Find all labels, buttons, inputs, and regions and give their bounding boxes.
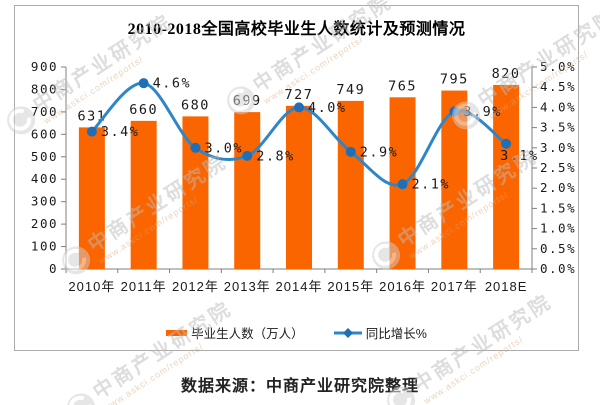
x-axis-category-label: 2014年 (276, 279, 323, 294)
growth-value-label: 3.9% (463, 104, 502, 120)
marker-2010年 (86, 126, 97, 137)
x-axis-category-label: 2016年 (379, 279, 426, 294)
legend-bar-swatch-icon (166, 329, 188, 336)
bar-2013年 (234, 112, 261, 269)
growth-value-label: 4.0% (308, 100, 347, 116)
right-axis-tick-label: 3.5% (540, 120, 576, 135)
bar-2018E (493, 84, 520, 269)
right-axis-tick-label: 0.0% (540, 261, 576, 276)
legend-item-graduates: 毕业生人数（万人） (166, 323, 304, 342)
bar-2015年 (337, 100, 364, 269)
bar-value-label: 660 (129, 102, 158, 118)
left-axis-tick-label: 600 (31, 126, 58, 141)
legend-diamond-icon (342, 327, 353, 338)
right-axis-tick-label: 4.5% (540, 79, 576, 94)
bar-value-label: 795 (440, 72, 469, 88)
left-axis-tick-label: 300 (31, 194, 58, 209)
growth-value-label: 2.1% (412, 177, 451, 193)
left-axis-tick-label: 500 (31, 149, 58, 164)
growth-value-label: 2.8% (256, 148, 295, 164)
source-caption: 数据来源：中商产业研究院整理 (180, 378, 419, 395)
marker-2013年 (242, 150, 253, 161)
legend-label-graduates: 毕业生人数（万人） (191, 327, 304, 341)
marker-2016年 (397, 179, 408, 190)
x-axis-category-label: 2010年 (68, 279, 115, 294)
x-axis-category-label: 2011年 (121, 279, 167, 294)
marker-2012年 (190, 142, 201, 153)
left-axis-tick-label: 200 (31, 216, 58, 231)
x-axis-category-label: 2018E (485, 279, 528, 294)
right-axis-tick-label: 0.5% (540, 241, 576, 256)
right-axis-tick-label: 3.0% (540, 140, 576, 155)
growth-value-label: 3.4% (101, 124, 140, 140)
x-axis-category-label: 2015年 (327, 279, 374, 294)
left-axis-tick-label: 800 (31, 81, 58, 96)
bar-value-label: 765 (388, 78, 417, 94)
marker-2018E (501, 138, 512, 149)
x-axis-category-label: 2012年 (172, 279, 219, 294)
legend: 毕业生人数（万人） 同比增长% (15, 323, 578, 342)
combo-chart: 900 800 700 600 500 400 300 200 100 0 5.0% 4.5% 4.0%… (31, 59, 576, 294)
marker-2011年 (138, 78, 149, 89)
bar-2010年 (78, 127, 105, 270)
bar-value-label: 631 (77, 108, 106, 124)
marker-2015年 (345, 146, 356, 157)
growth-value-label: 3.0% (204, 140, 243, 156)
right-axis-tick-label: 2.0% (540, 180, 576, 195)
right-axis-tick-label: 1.0% (540, 221, 576, 236)
right-axis-tick-label: 1.5% (540, 200, 576, 215)
bar-2011年 (130, 120, 157, 269)
bar-2014年 (286, 105, 312, 269)
chart-title: 2010-2018全国高校毕业生人数统计及预测情况 (127, 21, 466, 38)
bar-value-label: 820 (492, 66, 521, 82)
x-axis-category-label: 2017年 (431, 279, 478, 294)
bar-value-label: 727 (285, 87, 314, 103)
growth-value-label: 3.1% (500, 148, 539, 164)
right-axis-tick-label: 2.5% (540, 160, 576, 175)
chart-frame: 2010-2018全国高校毕业生人数统计及预测情况 900 800 700 600 50… (14, 5, 579, 351)
bar-value-label: 699 (233, 93, 262, 109)
marker-2014年 (294, 102, 304, 113)
x-axis-category-label: 2013年 (224, 279, 271, 294)
legend-line-swatch-icon (333, 327, 362, 338)
right-axis-tick-label: 5.0% (540, 59, 576, 74)
legend-item-growth: 同比增长% (333, 323, 427, 342)
legend-label-growth: 同比增长% (365, 327, 427, 341)
bar-value-label: 749 (336, 82, 365, 98)
growth-value-label: 2.9% (360, 144, 399, 160)
marker-2017年 (449, 106, 460, 117)
bar-value-label: 680 (181, 97, 210, 113)
growth-value-label: 4.6% (153, 76, 192, 92)
left-axis-tick-label: 400 (31, 171, 58, 186)
left-axis-tick-label: 900 (31, 59, 58, 74)
right-axis-tick-label: 4.0% (540, 99, 576, 114)
left-axis-tick-label: 700 (31, 104, 58, 119)
left-axis-tick-label: 100 (31, 239, 58, 254)
bar-2012年 (182, 116, 209, 269)
left-axis-tick-label: 0 (49, 261, 58, 276)
